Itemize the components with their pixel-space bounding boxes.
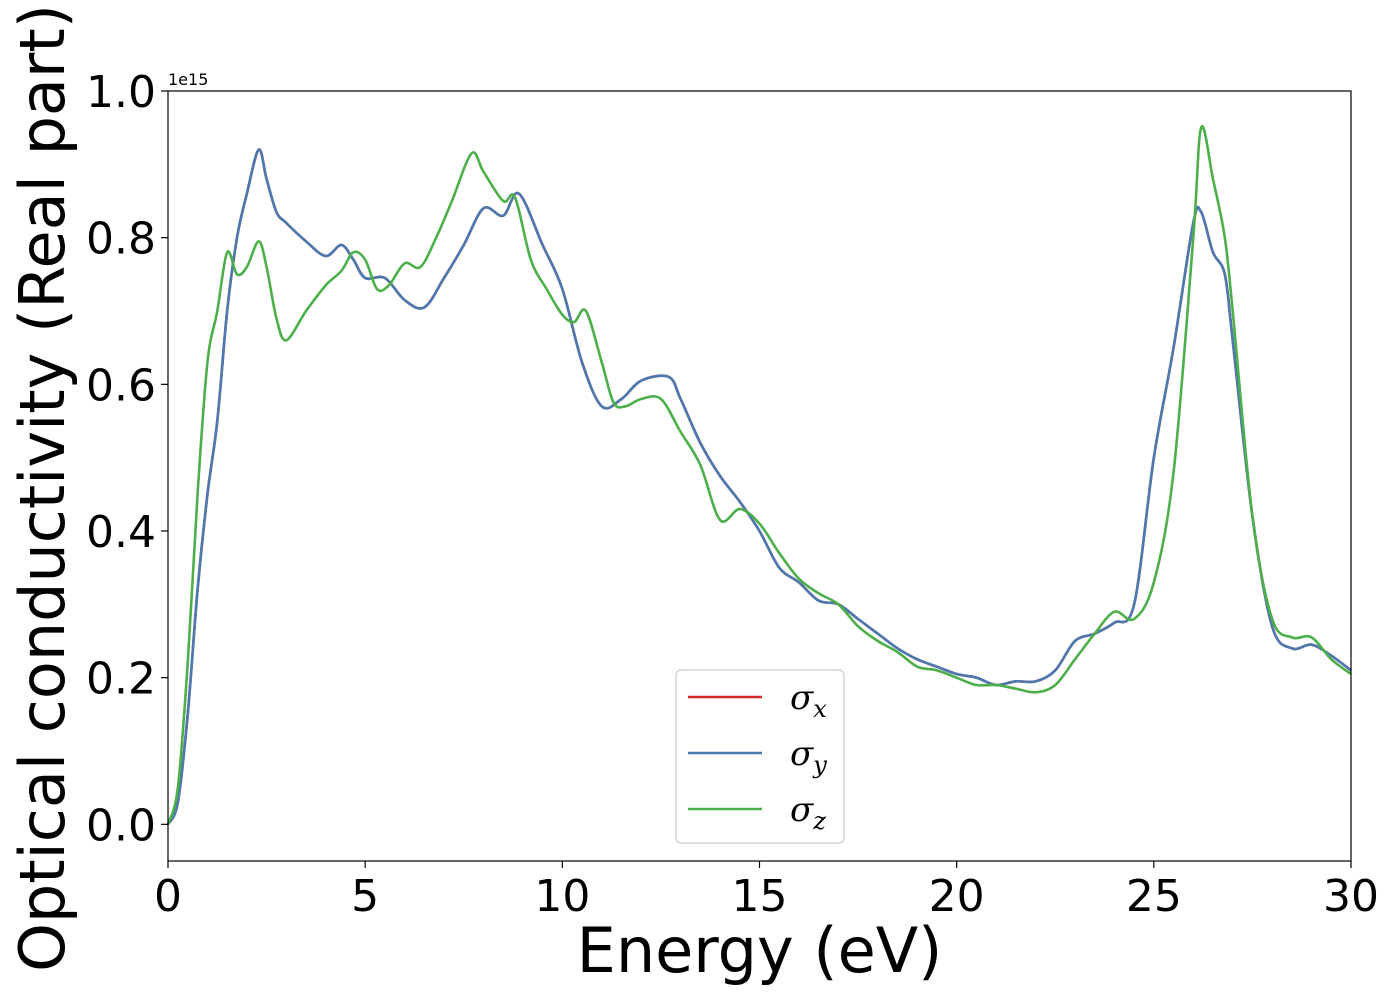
legend-frame xyxy=(675,669,845,844)
x-tick-label: 10 xyxy=(534,871,590,922)
series-line-z xyxy=(166,124,1352,825)
plot-area: 0 5 10 15 20 25 30 0.0 0.2 0.4 0.6 0.8 1.0 1e15 xyxy=(86,67,1379,922)
y-axis: 0.0 0.2 0.4 0.6 0.8 1.0 xyxy=(86,67,168,851)
y-tick-label: 0.4 xyxy=(86,507,156,558)
x-tick-label: 15 xyxy=(732,871,788,922)
series-layer xyxy=(166,124,1352,825)
y-tick-label: 0.6 xyxy=(86,360,156,411)
y-axis-label: Optical conductivity (Real part) xyxy=(6,4,79,972)
x-axis-label: Energy (eV) xyxy=(577,914,943,987)
x-tick-label: 0 xyxy=(154,871,182,922)
y-tick-label: 0.2 xyxy=(86,654,156,705)
x-tick-label: 25 xyxy=(1126,871,1182,922)
x-axis: 0 5 10 15 20 25 30 xyxy=(154,861,1379,922)
legend-item-z: σz xyxy=(688,790,826,835)
y-tick-label: 0.8 xyxy=(86,214,156,265)
y-tick-label: 1.0 xyxy=(86,67,156,118)
y-offset-label: 1e15 xyxy=(168,70,208,89)
x-tick-label: 20 xyxy=(929,871,985,922)
x-tick-label: 5 xyxy=(351,871,379,922)
y-tick-label: 0.0 xyxy=(86,800,156,851)
x-tick-label: 30 xyxy=(1323,871,1379,922)
series-line-y xyxy=(166,148,1352,825)
